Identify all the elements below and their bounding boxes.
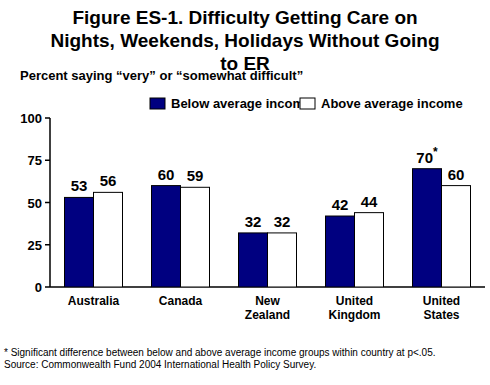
bar [152, 186, 181, 287]
bar [239, 233, 268, 287]
subtitle: Percent saying “very” or “somewhat diffi… [20, 68, 303, 83]
x-tick-label: Canada [159, 294, 203, 308]
y-tick-label: 50 [28, 196, 42, 211]
chart: Figure ES-1. Difficulty Getting Care onN… [0, 0, 490, 385]
y-tick [45, 244, 50, 246]
legend-label: Above average income [321, 96, 463, 111]
x-tick-label-line: United [423, 294, 460, 308]
bar [326, 216, 355, 287]
legend-item: Above average income [300, 96, 463, 111]
data-label: 60 [158, 166, 175, 183]
bar [268, 233, 297, 287]
legend-swatch [150, 98, 165, 109]
data-label: 56 [100, 172, 117, 189]
bar [181, 187, 210, 287]
data-label-main: 70 [416, 149, 433, 166]
data-labels: 53 60 32 42 70* 56 59 32 44 60 [71, 145, 465, 230]
x-tick-label: UnitedStates [423, 294, 460, 322]
x-tick-label: Australia [68, 294, 120, 308]
y-tick [45, 286, 50, 288]
x-tick-label: NewZealand [245, 294, 290, 322]
y-tick [45, 117, 50, 119]
data-label: 44 [361, 193, 378, 210]
bar [65, 197, 94, 287]
footnote: * Significant difference between below a… [4, 347, 435, 358]
bar [94, 192, 123, 287]
x-tick-label: UnitedKingdom [329, 294, 381, 322]
title-line: Figure ES-1. Difficulty Getting Care on [72, 7, 417, 28]
legend-swatch [300, 98, 315, 109]
data-label-mark: * [433, 145, 438, 159]
y-tick-label: 100 [20, 111, 42, 126]
bars [65, 169, 471, 287]
bar [442, 186, 471, 287]
data-label: 42 [332, 196, 349, 213]
x-tick-label-line: Canada [159, 294, 203, 308]
x-tick-label-line: New [255, 294, 280, 308]
y-tick-label: 75 [28, 153, 42, 168]
title-line: Nights, Weekends, Holidays Without Going [51, 30, 440, 51]
data-label: 70* [416, 145, 438, 166]
x-tick-label-line: United [336, 294, 373, 308]
y-tick [45, 202, 50, 204]
data-label: 60 [448, 166, 465, 183]
x-tick-label-line: Kingdom [329, 308, 381, 322]
data-label: 53 [71, 177, 88, 194]
y-tick [45, 160, 50, 162]
title: Figure ES-1. Difficulty Getting Care onN… [51, 7, 440, 74]
data-label: 59 [187, 167, 204, 184]
bar [355, 213, 384, 287]
x-tick-label-line: Zealand [245, 308, 290, 322]
data-label: 32 [274, 213, 291, 230]
legend-label: Below average income [171, 96, 311, 111]
legend-item: Below average income [150, 96, 311, 111]
y-tick-label: 0 [35, 280, 42, 295]
x-tick-label-line: States [423, 308, 459, 322]
footnote: Source: Commonwealth Fund 2004 Internati… [4, 359, 316, 370]
y-tick-label: 25 [28, 238, 42, 253]
bar [413, 169, 442, 287]
x-tick-label-line: Australia [68, 294, 120, 308]
data-label: 32 [245, 213, 262, 230]
